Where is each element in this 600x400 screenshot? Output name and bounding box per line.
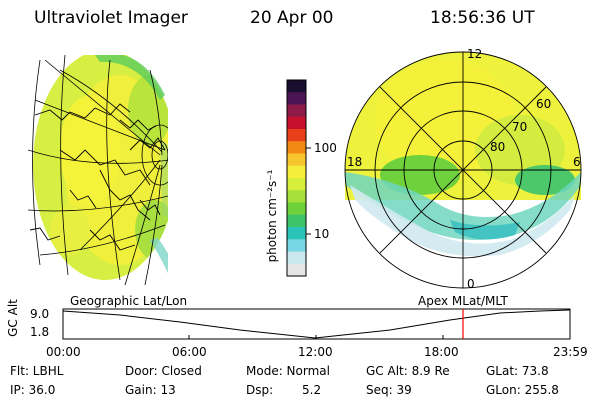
colorbar-segment [287, 251, 306, 265]
colorbar-segment [287, 129, 306, 142]
colorbar-segment [287, 239, 306, 252]
info-seq: Seq: 39 [366, 383, 412, 397]
colorbar-tick-10: 10 [314, 227, 330, 241]
info-gain: Gain: 13 [125, 383, 176, 397]
timeline-xtick-2359: 23:59 [553, 345, 588, 359]
geographic-image [28, 55, 168, 286]
colorbar-segment [287, 263, 306, 277]
colorbar-segment [287, 104, 306, 118]
date-label: 20 Apr 00 [250, 8, 334, 28]
colorbar-segment [287, 190, 306, 203]
colorbar-segment [287, 141, 306, 154]
polar-label-6: 6 [573, 155, 581, 169]
info-glat: GLat: 73.8 [486, 364, 549, 378]
info-glon: GLon: 255.8 [486, 383, 559, 397]
timeline-xtick-1800: 18:00 [424, 345, 459, 359]
colorbar-segment [287, 165, 306, 179]
polar-label-60: 60 [536, 97, 552, 111]
colorbar [286, 79, 311, 277]
polar-label-0: 0 [467, 277, 475, 291]
info-dsp-value: 5.2 [302, 383, 322, 397]
colorbar-segment [287, 92, 306, 105]
apex-caption: Apex MLat/MLT [418, 294, 508, 308]
time-label: 18:56:36 UT [430, 8, 535, 28]
colorbar-tick-100: 100 [314, 141, 337, 155]
info-gcalt: GC Alt: 8.9 Re [366, 364, 450, 378]
timeline-xtick-0000: 00:00 [46, 345, 81, 359]
timeline-ylabel: GC Alt [6, 299, 20, 337]
colorbar-segment [287, 202, 306, 216]
info-mode: Mode: Normal [246, 364, 330, 378]
polar-label-70: 70 [512, 120, 528, 134]
instrument-title: Ultraviolet Imager [34, 8, 188, 28]
info-door: Door: Closed [125, 364, 202, 378]
colorbar-segment [287, 116, 306, 130]
timeline-xtick-1200: 12:00 [298, 345, 333, 359]
info-dsp-label: Dsp: [246, 383, 274, 397]
polar-label-12: 12 [467, 47, 483, 61]
timeline-xtick-0600: 06:00 [172, 345, 207, 359]
colorbar-segment [287, 227, 306, 240]
info-flt: Flt: LBHL [10, 364, 64, 378]
polar-plot [344, 51, 582, 289]
colorbar-segment [287, 80, 306, 93]
polar-label-18: 18 [347, 155, 363, 169]
colorbar-segment [287, 153, 306, 167]
timeline-ytick-top: 9.0 [30, 307, 50, 321]
info-ip: IP: 36.0 [10, 383, 56, 397]
colorbar-segment [287, 178, 306, 191]
geographic-caption: Geographic Lat/Lon [70, 294, 188, 308]
timeline-ytick-bottom: 1.8 [30, 325, 50, 339]
polar-label-80: 80 [490, 140, 506, 154]
altitude-timeline [62, 308, 571, 340]
colorbar-label: photon cm⁻²s⁻¹ [265, 169, 279, 263]
colorbar-segment [287, 214, 306, 228]
